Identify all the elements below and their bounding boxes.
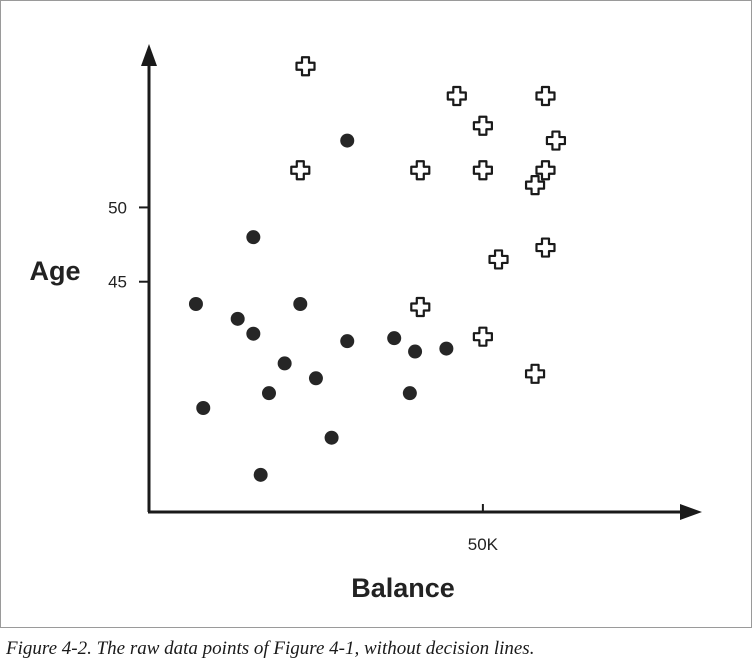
data-points — [188, 56, 567, 482]
data-point-dot — [261, 386, 276, 401]
data-point-dot — [324, 430, 339, 445]
data-point-dot — [408, 344, 423, 359]
data-point-cross — [524, 363, 546, 384]
figure-caption: Figure 4-2. The raw data points of Figur… — [6, 638, 535, 659]
figure-frame — [0, 0, 752, 628]
data-point-dot — [402, 386, 417, 401]
data-point-dot — [340, 334, 355, 349]
scatter-chart: 50 45 50K Age Balance — [29, 44, 702, 603]
data-point-cross — [535, 85, 556, 107]
data-point-dot — [387, 331, 402, 346]
data-point-dot — [253, 467, 268, 482]
data-point-cross — [410, 296, 431, 318]
x-axis-arrowhead — [680, 504, 702, 520]
data-point-dot — [246, 326, 261, 341]
data-point-cross — [535, 160, 556, 181]
data-point-cross — [472, 115, 493, 136]
y-axis-title: Age — [29, 256, 80, 286]
data-point-cross — [410, 160, 431, 181]
data-point-cross — [446, 85, 467, 107]
y-axis-arrowhead — [141, 44, 157, 66]
y-tick-label: 50 — [108, 198, 127, 217]
x-tick-label: 50K — [468, 535, 499, 554]
axes — [141, 44, 702, 520]
data-point-dot — [293, 297, 308, 311]
data-point-dot — [340, 133, 355, 148]
data-point-cross — [472, 160, 493, 181]
data-point-dot — [439, 341, 454, 356]
data-point-cross — [545, 130, 567, 151]
data-point-dot — [230, 311, 245, 326]
data-point-dot — [188, 297, 203, 311]
data-point-cross — [535, 237, 556, 258]
ticks: 50 45 50K — [108, 198, 499, 554]
data-point-cross — [295, 56, 316, 77]
data-point-dot — [246, 230, 261, 245]
data-point-cross — [488, 249, 509, 270]
data-point-cross — [290, 160, 311, 181]
x-axis-title: Balance — [351, 573, 455, 603]
data-point-dot — [196, 401, 211, 415]
data-point-dot — [308, 371, 323, 386]
data-point-cross — [524, 175, 546, 196]
data-point-cross — [472, 326, 493, 347]
data-point-dot — [277, 356, 292, 371]
y-tick-label: 45 — [108, 273, 127, 292]
